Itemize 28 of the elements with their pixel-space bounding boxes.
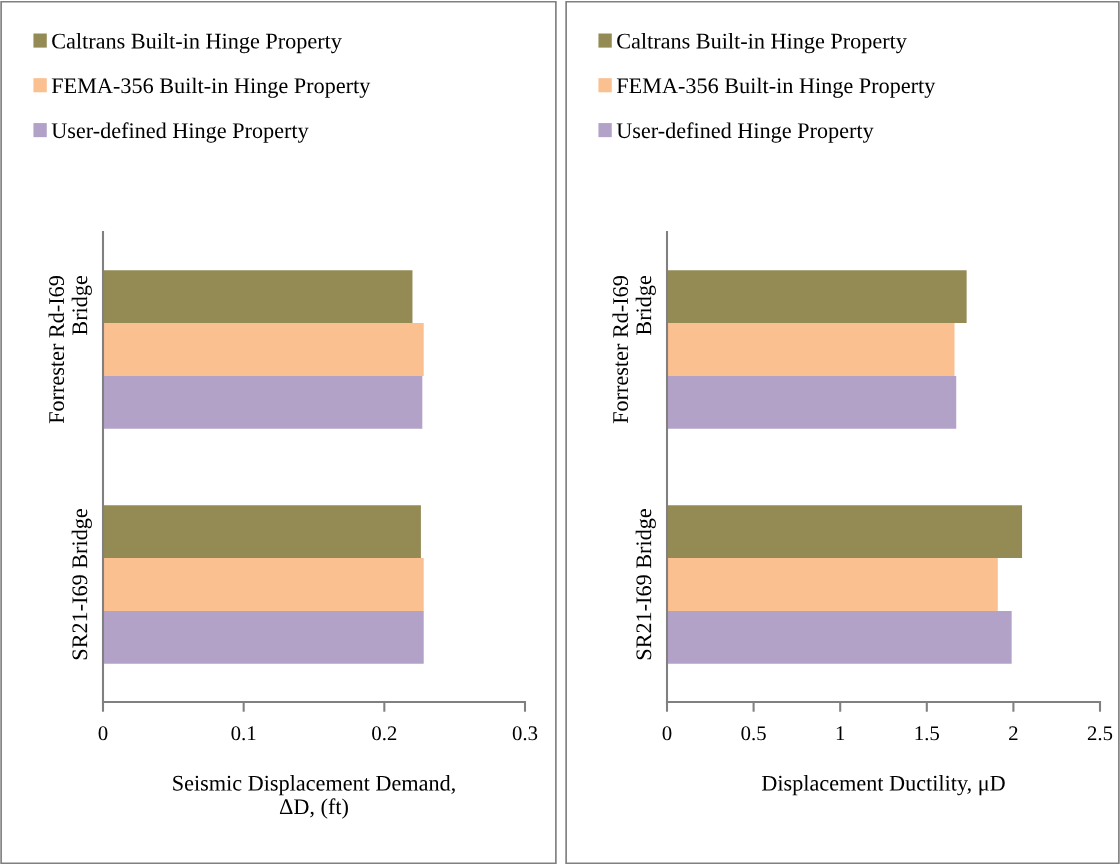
x-tick-label: 0 — [662, 726, 672, 741]
y-tick-label: Forrester Rd-I69 Bridge — [612, 275, 656, 424]
y-tick-label: Forrester Rd-I69 Bridge — [48, 275, 92, 424]
legend-label: FEMA-356 Built-in Hinge Property — [51, 77, 371, 98]
x-tick-label: 2.5 — [1087, 726, 1113, 741]
x-tick-label: 0 — [98, 726, 108, 741]
x-tick-label: 2 — [1009, 726, 1018, 741]
bar — [667, 323, 955, 376]
x-axis-title: Seismic Displacement Demand, ΔD, (ft) — [173, 775, 455, 819]
legend-label: Caltrans Built-in Hinge Property — [617, 32, 907, 54]
bar — [667, 610, 1012, 664]
x-axis-title: Displacement Ductility, μD — [761, 775, 1005, 796]
bar — [667, 270, 967, 324]
x-tick-label: 0.3 — [512, 726, 538, 741]
legend-label: Caltrans Built-in Hinge Property — [52, 32, 342, 54]
legend-label: User-defined Hinge Property — [51, 122, 309, 143]
x-tick-label: 1 — [836, 726, 845, 741]
x-tick-label: 0.1 — [231, 726, 256, 741]
bar — [667, 375, 957, 429]
x-tick-label: 0.5 — [741, 726, 766, 741]
x-tick-label: 1.5 — [915, 726, 940, 741]
y-tick-label: SR21-I69 Bridge — [635, 509, 656, 660]
y-tick-label: SR21-I69 Bridge — [71, 509, 92, 660]
legend-label: User-defined Hinge Property — [616, 122, 874, 143]
legend-label: FEMA-356 Built-in Hinge Property — [616, 77, 936, 98]
bar — [667, 558, 998, 611]
x-tick-label: 0.2 — [372, 726, 397, 741]
bar — [667, 505, 1023, 559]
